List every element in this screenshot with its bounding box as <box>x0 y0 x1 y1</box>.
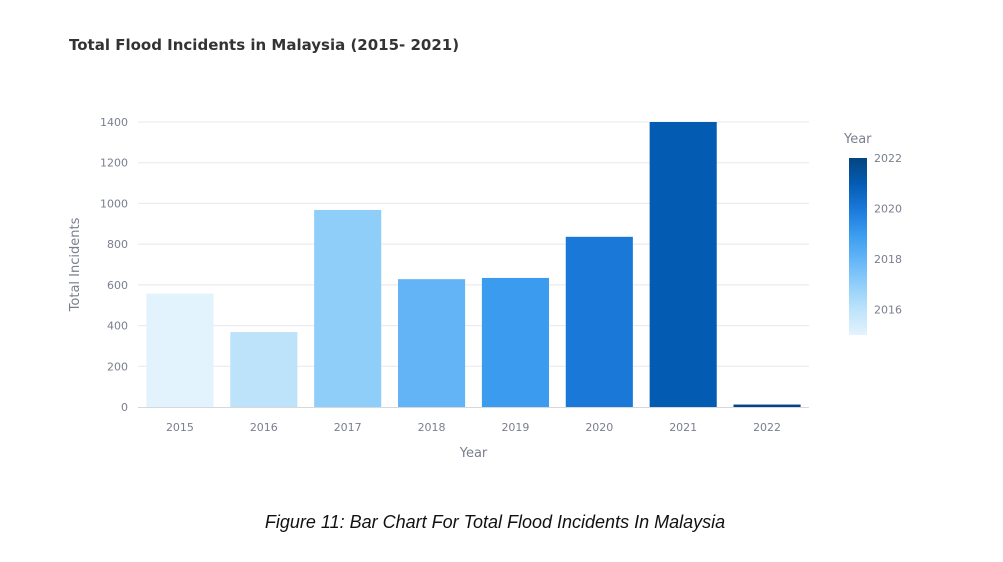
x-tick-label: 2015 <box>166 421 194 434</box>
x-tick-label: 2022 <box>753 421 781 434</box>
y-tick-label: 0 <box>121 401 128 414</box>
colorbar-tick-label: 2020 <box>874 203 902 216</box>
bar-2015[interactable] <box>146 293 214 407</box>
x-tick-label: 2021 <box>669 421 697 434</box>
colorbar-tick-label: 2018 <box>874 253 902 266</box>
y-tick-label: 1400 <box>100 116 128 129</box>
bar-2022[interactable] <box>733 404 801 407</box>
bar-2021[interactable] <box>649 122 717 407</box>
colorbar-tick-labels: 2016 2018 2020 2022 <box>874 152 902 317</box>
y-tick-label: 600 <box>107 279 128 292</box>
bar-2018[interactable] <box>398 279 466 407</box>
bar-2019[interactable] <box>481 277 549 407</box>
x-tick-label: 2016 <box>250 421 278 434</box>
y-tick-label: 1000 <box>100 197 128 210</box>
figure-caption: Figure 11: Bar Chart For Total Flood Inc… <box>264 512 726 532</box>
legend-title: Year <box>843 132 872 147</box>
colorbar-tick-label: 2016 <box>874 304 902 317</box>
colorbar-tick-label: 2022 <box>874 152 902 165</box>
x-tick-label: 2018 <box>418 421 446 434</box>
bar-2020[interactable] <box>565 236 633 407</box>
bar-2016[interactable] <box>230 332 298 407</box>
y-tick-label: 800 <box>107 238 128 251</box>
x-tick-labels: 2015 2016 2017 2018 2019 2020 2021 2022 <box>166 421 781 434</box>
legend: Year 2016 2018 2020 2022 <box>843 132 902 335</box>
bars-layer <box>146 122 801 407</box>
bar-2017[interactable] <box>314 209 382 407</box>
x-tick-label: 2017 <box>334 421 362 434</box>
chart-title: Total Flood Incidents in Malaysia (2015-… <box>69 36 460 54</box>
x-tick-label: 2020 <box>585 421 613 434</box>
y-tick-label: 200 <box>107 360 128 373</box>
x-axis-title: Year <box>459 446 488 461</box>
y-tick-label: 1200 <box>100 157 128 170</box>
colorbar <box>849 158 867 335</box>
x-tick-label: 2019 <box>501 421 529 434</box>
y-tick-labels: 0 200 400 600 800 1000 1200 1400 <box>100 116 128 414</box>
y-tick-label: 400 <box>107 320 128 333</box>
y-axis-title: Total Incidents <box>68 217 83 312</box>
